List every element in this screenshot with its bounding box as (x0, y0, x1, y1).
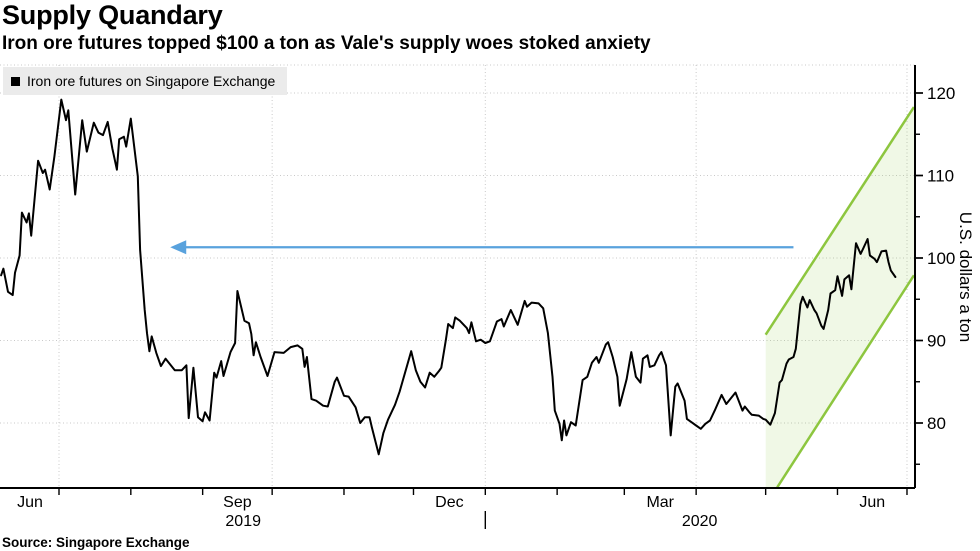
x-month-label: Sep (223, 494, 252, 511)
y-tick-label: 100 (927, 249, 955, 268)
series-line (0, 98, 897, 456)
legend: Iron ore futures on Singapore Exchange (3, 67, 288, 95)
source-note: Source: Singapore Exchange (2, 535, 190, 550)
arrow-head-icon (170, 240, 187, 255)
legend-label: Iron ore futures on Singapore Exchange (27, 73, 276, 89)
page-subtitle: Iron ore futures topped $100 a ton as Va… (2, 33, 651, 54)
y-tick-label: 120 (927, 84, 955, 103)
x-year-label: 2019 (225, 513, 261, 530)
y-tick-label: 110 (927, 167, 954, 186)
x-month-label: Jun (859, 494, 885, 511)
x-month-label: Dec (435, 494, 463, 511)
y-tick-label: 90 (927, 332, 946, 351)
x-month-label: Mar (646, 494, 674, 511)
channel-bottom-line (776, 274, 915, 489)
channel-fill (765, 107, 914, 488)
x-year-label: 2020 (682, 513, 718, 530)
x-month-label: Jun (17, 494, 43, 511)
page-title: Supply Quandary (2, 0, 223, 30)
channel-top-line (764, 106, 915, 336)
series-swatch-icon (11, 76, 20, 86)
y-tick-label: 80 (927, 414, 946, 433)
